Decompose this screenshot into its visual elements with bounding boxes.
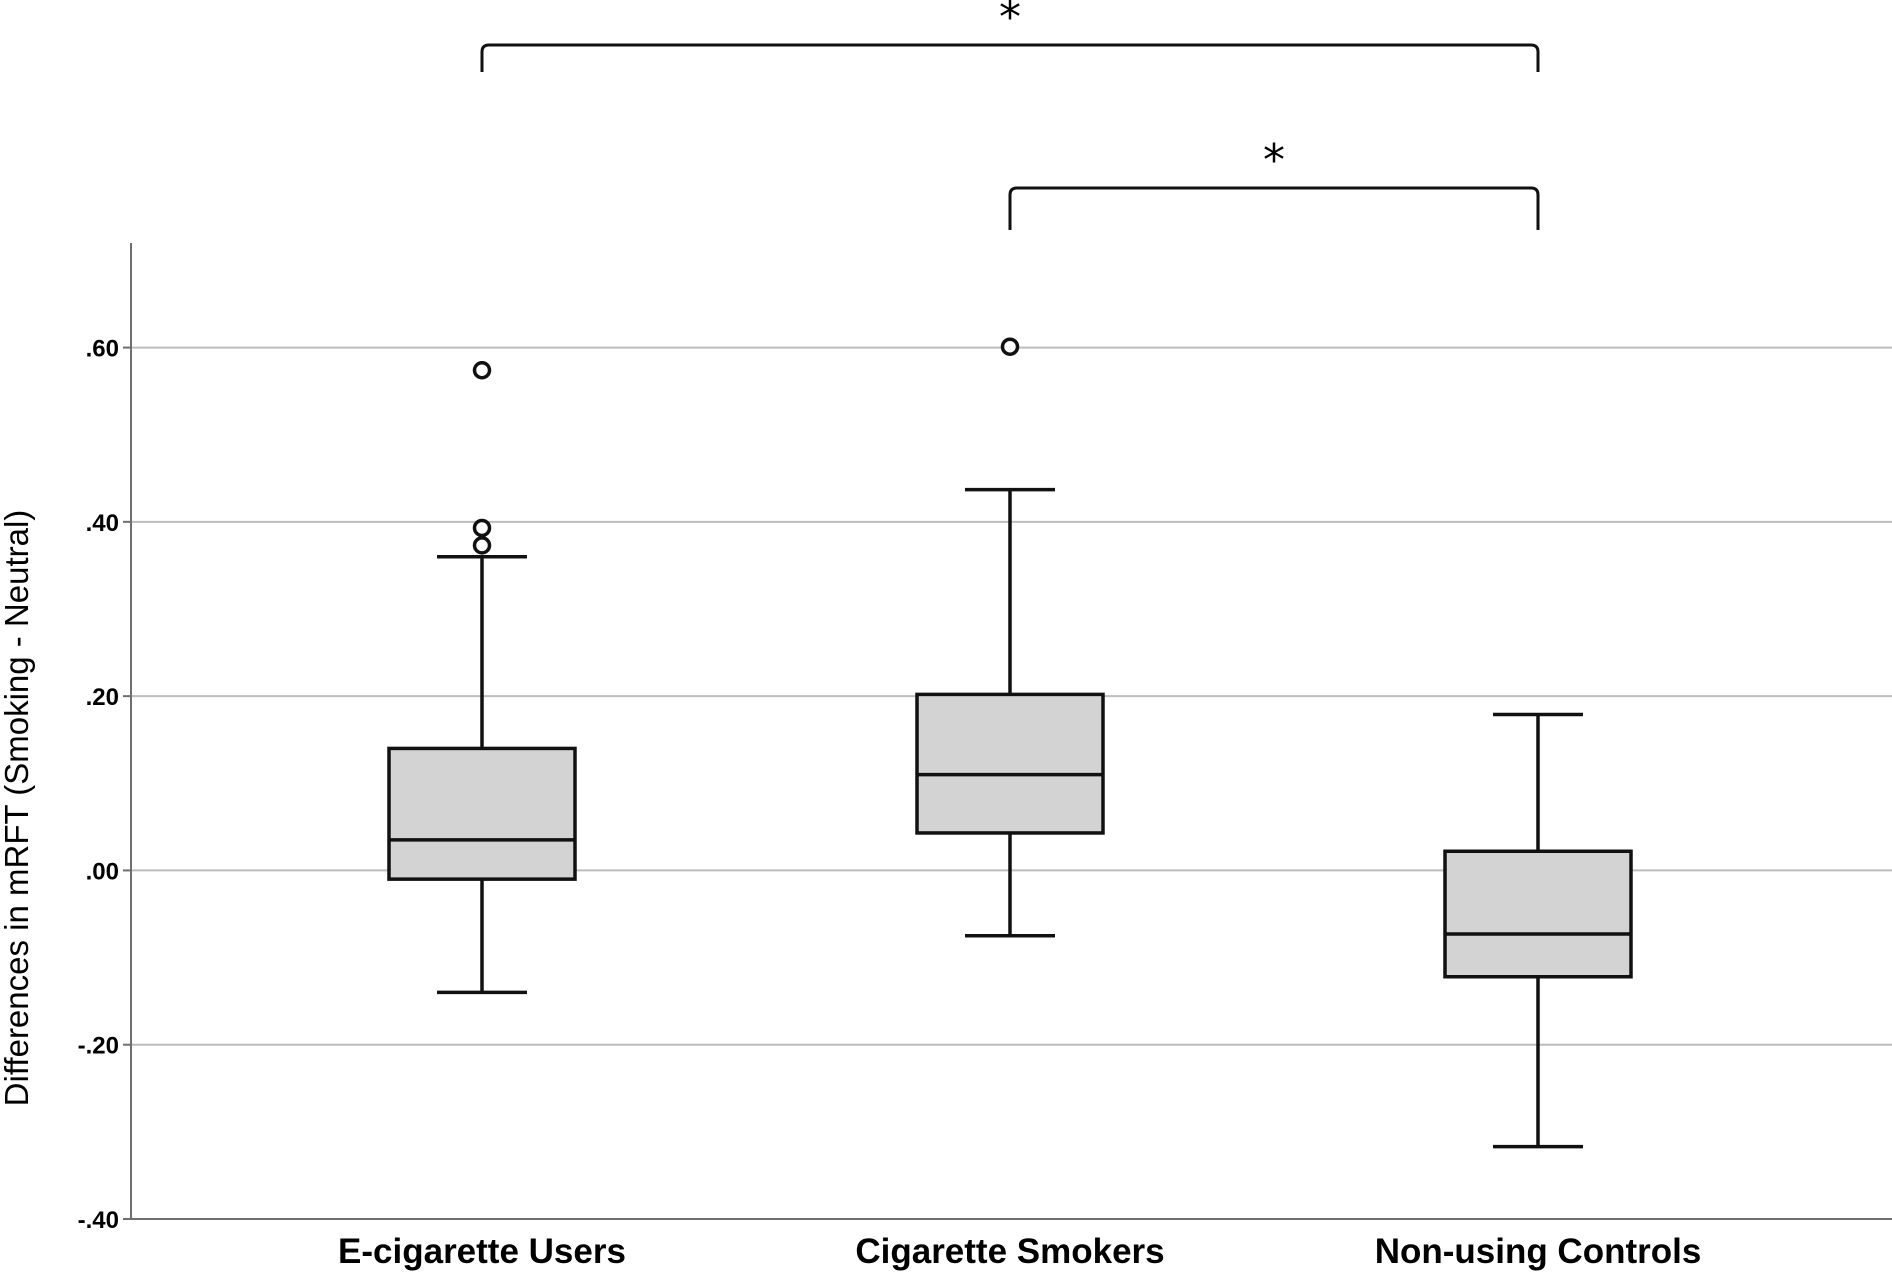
outlier-point: [472, 536, 492, 555]
significance-label: *: [999, 0, 1021, 43]
y-tick-label: -.20: [78, 1033, 119, 1060]
outlier-point: [1000, 337, 1020, 356]
y-tick-label: .40: [86, 510, 119, 537]
box-1: [915, 337, 1105, 938]
y-tick-label: -.40: [78, 1207, 119, 1234]
box-iqr: [1443, 849, 1633, 979]
y-axis-title: Differences in mRFT (Smoking - Neutral): [0, 510, 35, 1107]
y-tick-label: .00: [86, 858, 119, 885]
significance-label: *: [1263, 135, 1285, 186]
significance-brackets: **: [480, 0, 1540, 230]
y-tick-label: .60: [86, 336, 119, 363]
category-labels: E-cigarette Users Cigarette Smokers Non-us…: [338, 1232, 1701, 1271]
significance-bracket: [1008, 186, 1540, 230]
x-category-label: E-cigarette Users: [338, 1232, 626, 1271]
axes: [123, 243, 1892, 1220]
x-category-label: Non-using Controls: [1375, 1232, 1702, 1271]
outlier-point: [472, 360, 492, 380]
boxes: [387, 337, 1633, 1149]
box-iqr: [915, 692, 1105, 835]
outlier-point: [472, 518, 492, 538]
y-tick-label: .20: [86, 684, 119, 711]
box-2: [1443, 712, 1633, 1149]
significance-bracket: [480, 43, 1540, 72]
box-iqr: [387, 746, 577, 881]
y-tick-labels: -.40 -.20 .00 .20 .40 .60: [78, 336, 119, 1234]
x-category-label: Cigarette Smokers: [855, 1232, 1164, 1271]
box-0: [387, 360, 577, 995]
